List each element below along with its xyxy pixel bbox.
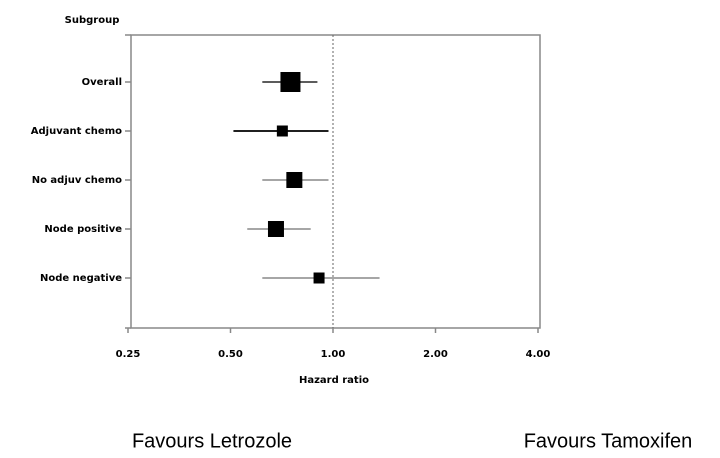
x-tick-label: 1.00 [321,349,346,360]
point-estimate [267,221,284,237]
y-tick-label: Node negative [40,273,122,284]
point-estimate [286,172,303,188]
point-estimate [276,125,288,137]
y-tick-label: Node positive [44,224,122,235]
annotation: Favours Letrozole [132,430,292,452]
plot-frame [130,34,541,329]
point-estimate [280,72,301,92]
y-tick-label: Overall [82,77,122,88]
x-tick-label: 2.00 [423,349,448,360]
y-tick-label: No adjuv chemo [32,175,122,186]
x-axis-label: Hazard ratio [299,375,369,386]
point-estimate [313,272,325,284]
x-tick-label: 0.50 [218,349,243,360]
x-tick-label: 4.00 [526,349,551,360]
y-axis-label: Subgroup [65,15,120,26]
y-tick-label: Adjuvant chemo [31,126,122,137]
x-tick-label: 0.25 [116,349,141,360]
annotation: Favours Tamoxifen [524,430,693,452]
